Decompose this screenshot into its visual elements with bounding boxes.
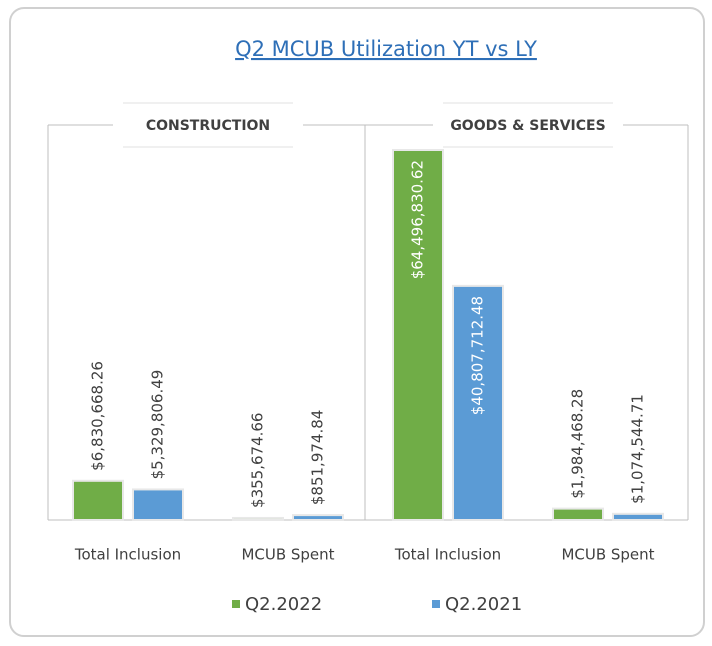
legend-label: Q2.2021	[445, 594, 522, 615]
value-label: $64,496,830.62	[409, 160, 427, 279]
value-label: $6,830,668.26	[89, 361, 107, 471]
bar	[552, 507, 604, 521]
legend-swatch	[232, 600, 240, 608]
value-label: $355,674.66	[249, 413, 267, 508]
chart-title: Q2 MCUB Utilization YT vs LY	[235, 37, 537, 61]
bar	[392, 149, 444, 521]
bar	[132, 488, 184, 521]
group-label: CONSTRUCTION	[146, 118, 270, 134]
value-label: $851,974.84	[309, 410, 327, 505]
legend-swatch	[432, 600, 440, 608]
value-label: $5,329,806.49	[149, 370, 167, 480]
x-tick-label: Total Inclusion	[74, 546, 181, 564]
legend-label: Q2.2022	[245, 594, 322, 615]
value-label: $1,074,544.71	[629, 394, 647, 504]
bar	[292, 514, 344, 522]
x-tick-label: MCUB Spent	[241, 546, 334, 564]
value-label: $1,984,468.28	[569, 389, 587, 499]
x-tick-label: MCUB Spent	[561, 546, 654, 564]
x-tick-label: Total Inclusion	[394, 546, 501, 564]
group-label: GOODS & SERVICES	[450, 118, 605, 134]
bar	[72, 479, 124, 521]
bar	[612, 512, 664, 521]
value-label: $40,807,712.48	[469, 296, 487, 415]
bar	[452, 284, 504, 521]
card	[9, 7, 705, 637]
bar	[232, 516, 284, 521]
